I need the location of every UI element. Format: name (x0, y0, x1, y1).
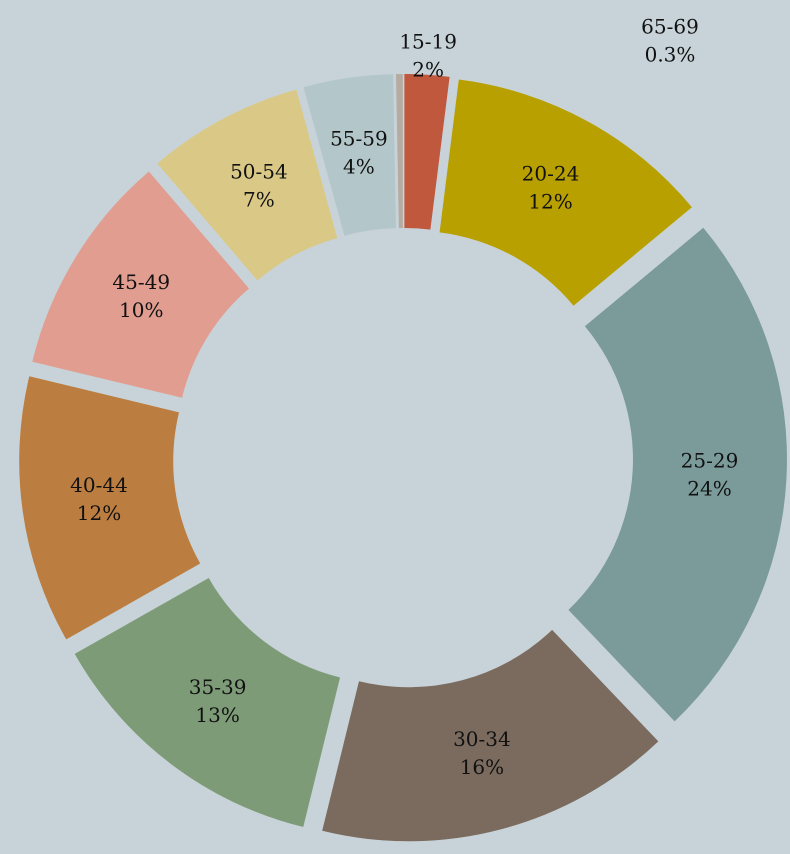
segment-value-label: 16% (460, 755, 504, 779)
donut-segment (303, 74, 396, 236)
segment-value-label: 4% (343, 155, 375, 179)
segment-category-label: 25-29 (681, 448, 739, 472)
donut-segment (568, 227, 787, 722)
segment-category-label: 30-34 (453, 727, 511, 751)
segment-value-label: 10% (119, 298, 163, 322)
segment-category-label: 50-54 (230, 159, 288, 183)
segment-value-label: 2% (412, 57, 444, 81)
segment-value-label: 7% (243, 187, 275, 211)
segment-category-label: 45-49 (112, 270, 170, 294)
segment-value-label: 0.3% (645, 43, 696, 67)
donut-segment (19, 376, 201, 640)
donut-segment (404, 74, 450, 230)
donut-segment (74, 578, 341, 828)
donut-segment (32, 171, 249, 398)
segment-category-label: 55-59 (330, 127, 388, 151)
donut-segment (395, 74, 403, 229)
segment-category-label: 40-44 (70, 473, 128, 497)
donut-segment (157, 89, 338, 281)
segment-category-label: 15-19 (399, 29, 457, 53)
donut-segment (439, 79, 692, 306)
segment-category-label: 20-24 (522, 161, 580, 185)
donut-segment (322, 629, 659, 842)
segment-value-label: 12% (528, 189, 572, 213)
segment-value-label: 12% (77, 501, 121, 525)
segment-category-label: 65-69 (641, 15, 699, 39)
segment-value-label: 24% (687, 476, 731, 500)
segment-category-label: 35-39 (189, 675, 247, 699)
segment-value-label: 13% (195, 703, 239, 727)
